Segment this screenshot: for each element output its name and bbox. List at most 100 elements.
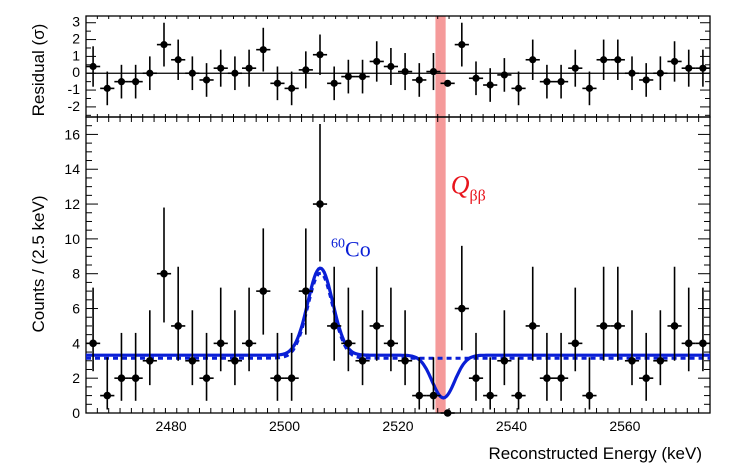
x-tick-label: 2520	[382, 418, 413, 434]
count-points	[86, 123, 710, 417]
residual-point	[685, 64, 693, 72]
counts-panel-frame	[85, 116, 711, 414]
count-point	[259, 287, 268, 295]
count-point	[245, 339, 253, 348]
residual-point	[514, 84, 523, 92]
count-point	[670, 322, 679, 330]
count-point	[330, 322, 338, 330]
residual-point	[656, 69, 664, 77]
count-point	[231, 356, 239, 365]
residual-point	[174, 56, 182, 64]
count-point	[401, 356, 409, 365]
y-tick-label: 12	[64, 196, 80, 212]
cobalt-60-label: 60Co	[331, 236, 371, 261]
count-point	[429, 391, 438, 400]
count-point	[528, 322, 537, 330]
residual-point	[316, 51, 324, 59]
y-tick-label: 4	[72, 335, 80, 351]
x-tick-label: 2560	[609, 418, 640, 434]
count-point	[684, 339, 693, 348]
residual-point	[89, 62, 97, 71]
y-tick-label: 16	[64, 126, 80, 142]
residual-point	[117, 78, 126, 86]
residual-point	[642, 76, 650, 84]
residual-point	[699, 64, 707, 72]
count-point	[188, 356, 197, 365]
count-point	[571, 339, 580, 348]
counts-axis-label: Counts / (2.5 keV)	[29, 195, 48, 332]
residual-point	[401, 67, 409, 76]
res-y-tick-label: 3	[72, 14, 80, 30]
residual-point	[670, 57, 679, 66]
y-tick-label: 0	[72, 405, 80, 421]
count-point	[344, 339, 353, 348]
residual-point	[188, 69, 196, 77]
residual-point	[571, 64, 579, 72]
count-point	[472, 374, 480, 382]
count-point	[160, 269, 168, 278]
count-point	[358, 356, 367, 365]
y-tick-label: 6	[72, 301, 80, 317]
x-axis-label: Reconstructed Energy (keV)	[488, 444, 702, 463]
residual-point	[429, 67, 438, 76]
x-tick-label: 2480	[156, 418, 187, 434]
residual-point	[160, 41, 168, 49]
residual-point	[259, 46, 267, 54]
residual-point	[330, 79, 338, 87]
residual-point	[373, 57, 381, 66]
y-tick-label: 2	[72, 370, 80, 386]
count-point	[372, 322, 381, 330]
y-tick-label: 10	[64, 231, 80, 247]
count-point	[642, 374, 650, 382]
residual-point	[146, 69, 154, 77]
cobalt-element: Co	[345, 236, 371, 261]
count-point	[202, 374, 211, 382]
count-point	[415, 391, 424, 400]
x-tick-label: 2540	[496, 418, 527, 434]
cobalt-superscript: 60	[331, 236, 345, 251]
residual-point	[103, 84, 111, 92]
count-point	[273, 374, 282, 382]
count-point	[302, 287, 310, 295]
residual-point	[302, 66, 310, 74]
residual-point	[486, 81, 494, 89]
res-y-tick-label: -2	[68, 98, 81, 114]
residual-point	[585, 84, 594, 92]
count-point	[543, 374, 551, 382]
qbb-band-bottom	[435, 117, 446, 413]
residual-point	[288, 84, 296, 92]
count-point	[316, 200, 324, 208]
count-point	[699, 339, 707, 348]
count-point	[585, 391, 594, 400]
res-y-tick-label: 1	[72, 47, 80, 63]
count-point	[216, 339, 225, 348]
qbb-band-top	[435, 16, 446, 117]
residual-axis-label: Residual (σ)	[29, 24, 48, 117]
count-point	[146, 356, 154, 365]
qbb-label: Qββ	[451, 171, 486, 205]
count-point	[458, 304, 466, 313]
residual-point	[472, 74, 480, 82]
residual-point	[344, 73, 352, 81]
full-fit-curve	[86, 266, 710, 400]
residual-point	[387, 62, 395, 71]
count-point	[387, 339, 395, 348]
count-point	[500, 356, 509, 365]
residual-point	[614, 56, 622, 64]
residual-point	[202, 76, 211, 84]
axis-tick-labels: 2480 2500 2520 2540 25600246810121416-2-1012…	[64, 14, 640, 434]
residual-point	[458, 41, 466, 49]
residual-point	[217, 64, 225, 72]
residual-point	[415, 76, 423, 84]
count-point	[599, 322, 608, 330]
axis-ticks	[85, 16, 711, 414]
x-tick-label: 2500	[269, 418, 300, 434]
residual-point	[500, 71, 508, 79]
residual-point	[273, 79, 282, 87]
y-tick-label: 14	[64, 161, 80, 177]
count-point	[103, 391, 112, 400]
count-point	[628, 356, 636, 365]
residual-point	[557, 78, 565, 86]
count-point	[656, 356, 665, 365]
